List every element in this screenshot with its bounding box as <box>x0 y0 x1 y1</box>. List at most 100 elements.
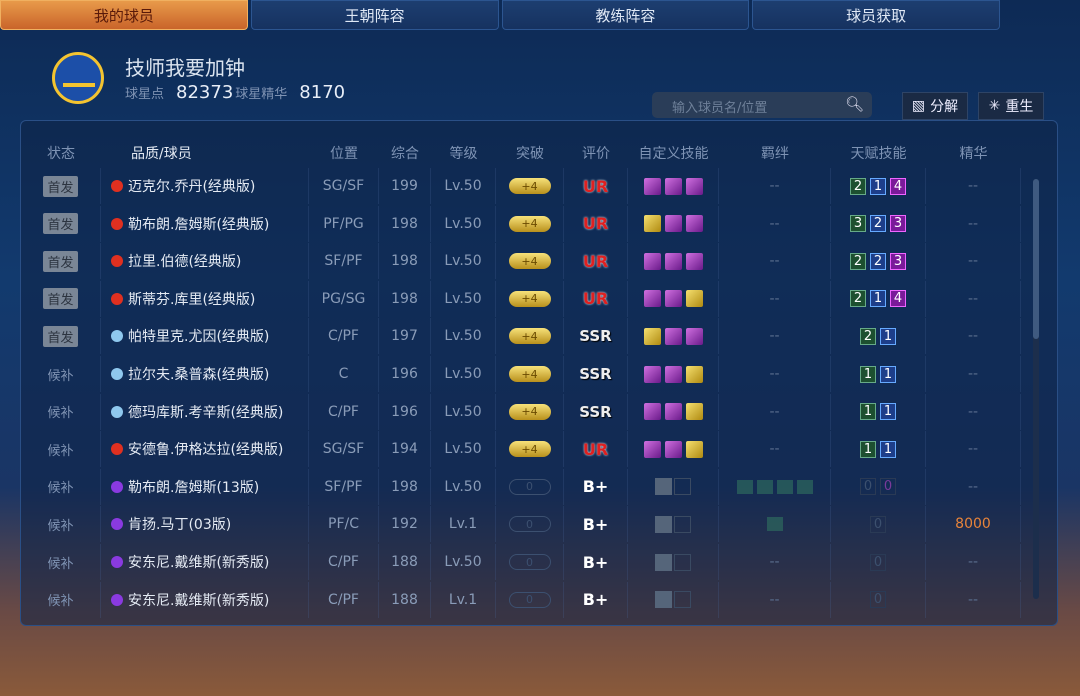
essence-cell: -- <box>926 544 1021 580</box>
player-name[interactable]: 安德鲁.伊格达拉(经典版) <box>128 442 284 459</box>
rebirth-button[interactable]: ✳ 重生 <box>978 92 1044 120</box>
search-input[interactable]: 输入球员名/位置 🔍︎ <box>652 92 872 118</box>
bond-value: -- <box>769 554 780 570</box>
player-name[interactable]: 安东尼.戴维斯(新秀版) <box>128 592 270 609</box>
tab-dynasty-lineup[interactable]: 王朝阵容 <box>250 0 499 30</box>
position: C/PF <box>309 581 379 618</box>
table-header: 状态 品质/球员 位置 综合 等级 突破 评价 自定义技能 羁绊 天赋技能 精华 <box>21 135 1031 171</box>
essence-cell: -- <box>926 468 1021 505</box>
bond-value: -- <box>769 178 780 194</box>
table-row[interactable]: 候补 安德鲁.伊格达拉(经典版) SG/SF 194 Lv.50 +4 UR -- 1 1 -- <box>21 431 1031 468</box>
player-name[interactable]: 帕特里克.尤因(经典版) <box>128 329 270 346</box>
player-cell: 迈克尔.乔丹(经典版) <box>101 168 309 204</box>
skill-icon[interactable] <box>664 440 682 458</box>
player-name[interactable]: 安东尼.戴维斯(新秀版) <box>128 555 270 571</box>
skill-icon[interactable] <box>643 365 661 383</box>
talent-level: 4 <box>890 177 906 195</box>
skill-icon[interactable] <box>643 177 661 195</box>
skill-icon[interactable] <box>664 252 682 270</box>
lock-icon[interactable] <box>655 478 672 496</box>
quality-dot-icon <box>111 480 123 493</box>
table-row[interactable]: 首发 帕特里克.尤因(经典版) C/PF 197 Lv.50 +4 SSR -- 2 1 -- <box>21 318 1031 355</box>
talent-level: 2 <box>870 215 886 233</box>
table-row[interactable]: 候补 安东尼.戴维斯(新秀版) C/PF 188 Lv.1 0 B+ -- 0 -- <box>21 581 1031 618</box>
tab-player-acquire[interactable]: 球员获取 <box>752 0 1000 30</box>
empty-skill-slot[interactable] <box>674 553 691 571</box>
skill-icon[interactable] <box>685 215 703 233</box>
skill-icon[interactable] <box>664 290 682 308</box>
search-placeholder: 输入球员名/位置 <box>672 101 768 116</box>
player-name[interactable]: 迈克尔.乔丹(经典版) <box>128 179 256 195</box>
skill-icon[interactable] <box>664 327 682 345</box>
player-name[interactable]: 德玛库斯.考辛斯(经典版) <box>128 404 284 421</box>
scrollbar[interactable] <box>1033 179 1039 599</box>
team-name: 技师我要加钟 <box>125 56 245 80</box>
player-table: 状态 品质/球员 位置 综合 等级 突破 评价 自定义技能 羁绊 天赋技能 精华 首发 迈克尔.乔丹(… <box>20 120 1058 626</box>
position: C/PF <box>309 393 379 430</box>
skill-icon[interactable] <box>643 403 661 421</box>
skill-icon[interactable] <box>643 290 661 308</box>
skill-icon[interactable] <box>685 365 703 383</box>
points-label: 球星点 <box>125 87 165 102</box>
essence-value: -- <box>967 253 979 270</box>
essence-value: -- <box>967 328 979 345</box>
skill-icon[interactable] <box>643 215 661 233</box>
table-row[interactable]: 候补 德玛库斯.考辛斯(经典版) C/PF 196 Lv.50 +4 SSR -- 1 1 -- <box>21 393 1031 430</box>
table-row[interactable]: 首发 拉里.伯德(经典版) SF/PF 198 Lv.50 +4 UR -- 2 2 3 -- <box>21 243 1031 280</box>
lock-icon[interactable] <box>655 591 672 609</box>
table-row[interactable]: 首发 勒布朗.詹姆斯(经典版) PF/PG 198 Lv.50 +4 UR -- 3 2 3 -- <box>21 205 1031 242</box>
table-row[interactable]: 候补 拉尔夫.桑普森(经典版) C 196 Lv.50 +4 SSR -- 1 1 -- <box>21 356 1031 392</box>
team-logo <box>52 52 104 104</box>
table-row[interactable]: 首发 迈克尔.乔丹(经典版) SG/SF 199 Lv.50 +4 UR -- 2 1 4 -- <box>21 168 1031 204</box>
quality-dot-icon <box>111 180 123 192</box>
skill-icon[interactable] <box>664 177 682 195</box>
lock-icon[interactable] <box>655 515 672 533</box>
tab-coach-lineup[interactable]: 教练阵容 <box>501 0 750 30</box>
essence-cell: -- <box>926 581 1021 618</box>
status-cell: 首发 <box>21 205 101 242</box>
skill-icon[interactable] <box>685 440 703 458</box>
table-row[interactable]: 候补 安东尼.戴维斯(新秀版) C/PF 188 Lv.50 0 B+ -- 0 -- <box>21 544 1031 580</box>
scrollbar-thumb[interactable] <box>1033 179 1039 339</box>
player-name[interactable]: 勒布朗.詹姆斯(13版) <box>128 479 260 496</box>
skill-icon[interactable] <box>685 290 703 308</box>
player-name[interactable]: 斯蒂芬.库里(经典版) <box>128 291 256 308</box>
skill-icon[interactable] <box>664 215 682 233</box>
tab-my-players[interactable]: 我的球员 <box>0 0 248 30</box>
table-row[interactable]: 候补 肯扬.马丁(03版) PF/C 192 Lv.1 0 B+ 0 8000 <box>21 506 1031 543</box>
essence-cell: -- <box>926 393 1021 430</box>
table-row[interactable]: 候补 勒布朗.詹姆斯(13版) SF/PF 198 Lv.50 0 B+ 0 0 -- <box>21 468 1031 505</box>
player-name[interactable]: 拉里.伯德(经典版) <box>128 254 242 271</box>
player-name[interactable]: 拉尔夫.桑普森(经典版) <box>128 367 270 383</box>
skill-icon[interactable] <box>685 403 703 421</box>
player-name[interactable]: 勒布朗.詹姆斯(经典版) <box>128 216 270 233</box>
custom-skills-cell <box>628 581 719 618</box>
custom-skills-cell <box>628 168 719 204</box>
skill-icon[interactable] <box>685 177 703 195</box>
player-name[interactable]: 肯扬.马丁(03版) <box>128 517 232 534</box>
skill-icon[interactable] <box>643 327 661 345</box>
empty-skill-slot[interactable] <box>674 591 691 609</box>
skill-icon[interactable] <box>685 327 703 345</box>
lock-icon[interactable] <box>655 553 672 571</box>
essence-value: -- <box>967 290 979 307</box>
status-badge: 候补 <box>47 518 74 534</box>
bond-cell: -- <box>719 243 831 280</box>
skill-icon[interactable] <box>664 403 682 421</box>
empty-skill-slot[interactable] <box>674 515 691 533</box>
decompose-button[interactable]: ▧ 分解 <box>902 92 968 120</box>
table-row[interactable]: 首发 斯蒂芬.库里(经典版) PG/SG 198 Lv.50 +4 UR -- 2 1 4 -- <box>21 280 1031 317</box>
talent-level: 2 <box>850 290 866 308</box>
status-badge: 首发 <box>43 175 78 197</box>
status-badge: 首发 <box>43 213 78 235</box>
empty-skill-slot[interactable] <box>674 478 691 496</box>
skill-icon[interactable] <box>643 440 661 458</box>
skill-icon[interactable] <box>643 252 661 270</box>
skill-icon[interactable] <box>685 252 703 270</box>
talent-cell: 0 <box>831 544 926 580</box>
bond-cell <box>719 468 831 505</box>
search-icon[interactable]: 🔍︎ <box>844 95 864 113</box>
quality-dot-icon <box>111 556 123 568</box>
skill-icon[interactable] <box>664 365 682 383</box>
